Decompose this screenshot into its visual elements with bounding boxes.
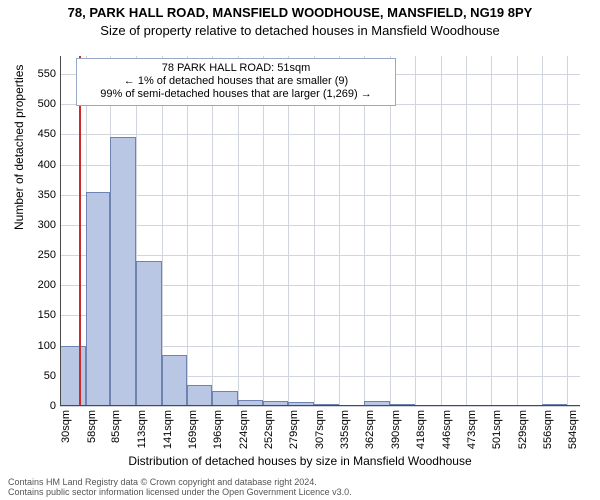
y-tick-label: 150: [38, 309, 56, 321]
x-tick-label: 141sqm: [162, 410, 174, 449]
histogram-bar: [136, 261, 162, 406]
footer-attribution: Contains HM Land Registry data © Crown c…: [8, 478, 352, 498]
histogram-bar: [162, 355, 188, 406]
x-tick-label: 85sqm: [110, 410, 122, 443]
gridline-v: [466, 56, 467, 406]
x-tick-label: 279sqm: [288, 410, 300, 449]
plot-area: 05010015020025030035040045050055030sqm58…: [60, 56, 580, 406]
gridline-v: [390, 56, 391, 406]
histogram-bar: [212, 391, 238, 406]
x-axis-line: [60, 405, 580, 406]
x-tick-label: 390sqm: [390, 410, 402, 449]
y-tick-label: 100: [38, 340, 56, 352]
annotation-line-1: 78 PARK HALL ROAD: 51sqm: [85, 62, 387, 75]
gridline-v: [441, 56, 442, 406]
x-tick-label: 335sqm: [339, 410, 351, 449]
gridline-h: [60, 406, 580, 407]
y-tick-label: 450: [38, 128, 56, 140]
gridline-h: [60, 195, 580, 196]
gridline-v: [288, 56, 289, 406]
x-tick-label: 362sqm: [364, 410, 376, 449]
x-tick-label: 473sqm: [466, 410, 478, 449]
gridline-h: [60, 225, 580, 226]
x-tick-label: 529sqm: [517, 410, 529, 449]
gridline-h: [60, 134, 580, 135]
x-tick-label: 196sqm: [212, 410, 224, 449]
gridline-v: [238, 56, 239, 406]
histogram-bar: [60, 346, 86, 406]
y-tick-label: 50: [44, 370, 56, 382]
x-tick-label: 30sqm: [60, 410, 72, 443]
y-tick-label: 500: [38, 98, 56, 110]
y-tick-label: 300: [38, 219, 56, 231]
gridline-v: [542, 56, 543, 406]
gridline-v: [364, 56, 365, 406]
gridline-v: [339, 56, 340, 406]
chart-container: 78, PARK HALL ROAD, MANSFIELD WOODHOUSE,…: [0, 0, 600, 500]
x-tick-label: 307sqm: [314, 410, 326, 449]
y-axis-label: Number of detached properties: [12, 65, 26, 230]
histogram-bar: [86, 192, 111, 406]
y-tick-label: 250: [38, 249, 56, 261]
x-tick-label: 58sqm: [86, 410, 98, 443]
x-tick-label: 446sqm: [441, 410, 453, 449]
x-tick-label: 501sqm: [491, 410, 503, 449]
gridline-h: [60, 255, 580, 256]
chart-subtitle: Size of property relative to detached ho…: [0, 21, 600, 38]
histogram-bar: [187, 385, 212, 406]
y-tick-label: 350: [38, 189, 56, 201]
gridline-v: [517, 56, 518, 406]
gridline-h: [60, 165, 580, 166]
gridline-v: [162, 56, 163, 406]
x-tick-label: 584sqm: [567, 410, 579, 449]
histogram-bar: [110, 137, 136, 406]
y-axis-line: [60, 56, 61, 406]
footer-line-2: Contains public sector information licen…: [8, 488, 352, 498]
x-tick-label: 224sqm: [238, 410, 250, 449]
annotation-box: 78 PARK HALL ROAD: 51sqm ← 1% of detache…: [76, 58, 396, 106]
x-tick-label: 169sqm: [187, 410, 199, 449]
x-tick-label: 556sqm: [542, 410, 554, 449]
gridline-v: [263, 56, 264, 406]
annotation-line-2: ← 1% of detached houses that are smaller…: [85, 75, 387, 88]
chart-title: 78, PARK HALL ROAD, MANSFIELD WOODHOUSE,…: [0, 0, 600, 21]
gridline-v: [491, 56, 492, 406]
x-tick-label: 113sqm: [136, 410, 148, 448]
gridline-v: [187, 56, 188, 406]
y-tick-label: 550: [38, 68, 56, 80]
y-tick-label: 400: [38, 159, 56, 171]
gridline-v: [567, 56, 568, 406]
y-tick-label: 200: [38, 279, 56, 291]
x-tick-label: 252sqm: [263, 410, 275, 449]
property-marker-line: [79, 56, 81, 406]
gridline-v: [415, 56, 416, 406]
y-tick-label: 0: [50, 400, 56, 412]
gridline-v: [212, 56, 213, 406]
x-axis-label: Distribution of detached houses by size …: [0, 454, 600, 468]
annotation-line-3: 99% of semi-detached houses that are lar…: [85, 88, 387, 101]
gridline-v: [314, 56, 315, 406]
x-tick-label: 418sqm: [415, 410, 427, 449]
